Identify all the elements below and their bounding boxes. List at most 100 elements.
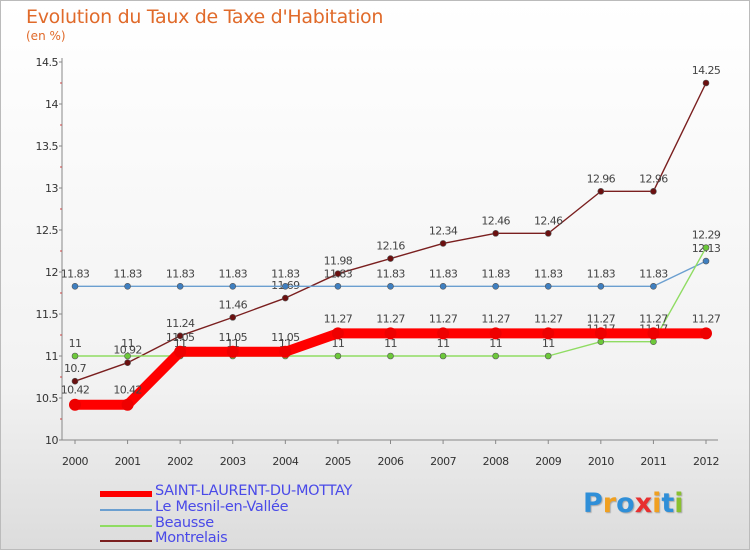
data-label: 11.83 — [429, 267, 458, 280]
y-tick-label: 11 — [45, 350, 58, 363]
legend-swatch — [100, 509, 152, 511]
data-point — [124, 282, 131, 290]
data-label: 11.27 — [534, 312, 563, 325]
data-point — [387, 352, 394, 360]
data-point — [282, 294, 289, 302]
data-label: 11.05 — [271, 331, 300, 344]
data-label: 11 — [332, 337, 345, 350]
data-point — [384, 327, 397, 340]
data-label: 11.83 — [376, 267, 405, 280]
chart-title: Evolution du Taux de Taxe d'Habitation — [26, 6, 384, 28]
data-point — [544, 282, 552, 290]
data-label: 11.83 — [587, 267, 616, 280]
y-tick-label: 10 — [45, 434, 58, 447]
legend-label: Montrelais — [155, 530, 228, 546]
data-label: 11.83 — [61, 267, 90, 280]
data-point — [71, 282, 79, 290]
data-point — [702, 79, 710, 87]
data-point — [334, 352, 342, 360]
data-point — [647, 327, 660, 340]
data-label: 11 — [542, 337, 555, 350]
data-label: 11.83 — [534, 267, 563, 280]
x-tick-label: 2004 — [272, 455, 298, 468]
data-point — [542, 327, 555, 340]
data-point — [439, 352, 447, 360]
data-point — [544, 352, 552, 360]
legend-swatch — [100, 491, 152, 497]
data-point — [597, 338, 605, 346]
x-tick-label: 2006 — [378, 455, 404, 468]
data-label: 11.83 — [324, 267, 353, 280]
data-label: 11.46 — [219, 298, 248, 311]
data-point — [702, 257, 710, 265]
data-point — [594, 327, 607, 340]
data-point — [226, 345, 239, 358]
data-point — [334, 282, 342, 290]
x-tick-label: 2010 — [588, 455, 614, 468]
data-label: 10.92 — [113, 344, 142, 357]
data-point — [650, 188, 657, 195]
data-label: 11.27 — [587, 312, 616, 325]
data-point — [650, 282, 657, 290]
data-point — [282, 282, 289, 290]
data-label: 11 — [437, 337, 450, 350]
data-point — [124, 352, 131, 360]
data-point — [334, 270, 342, 277]
data-point — [69, 398, 81, 411]
data-label: 11.24 — [166, 317, 195, 330]
data-label: 11 — [384, 337, 397, 350]
data-label: 11 — [489, 337, 502, 350]
data-point — [650, 338, 657, 346]
data-label: 11.83 — [481, 267, 510, 280]
data-point — [124, 359, 131, 367]
y-tick-label: 13 — [45, 182, 58, 195]
y-tick-label: 13.5 — [36, 140, 59, 153]
data-point — [700, 327, 712, 340]
data-label: 12.16 — [376, 240, 405, 253]
legend-label: Beausse — [155, 515, 214, 531]
data-label: 11.05 — [166, 331, 195, 344]
legend-swatch — [100, 525, 152, 527]
data-label: 12.46 — [534, 214, 563, 227]
data-point — [492, 230, 499, 237]
proxiti-logo: Proxiti — [583, 488, 684, 519]
x-tick-label: 2005 — [325, 455, 351, 468]
data-label: 11.27 — [692, 312, 721, 325]
data-label: 11.83 — [219, 267, 248, 280]
x-tick-label: 2002 — [167, 455, 193, 468]
data-label: 10.42 — [61, 384, 90, 397]
data-point — [544, 230, 552, 237]
data-point — [229, 282, 237, 290]
data-label: 11.83 — [639, 267, 668, 280]
data-label: 10.42 — [113, 384, 142, 397]
x-tick-label: 2007 — [430, 455, 456, 468]
data-point — [597, 282, 605, 290]
data-point — [437, 327, 450, 340]
data-label: 11.27 — [481, 312, 510, 325]
data-point — [71, 352, 79, 360]
legend-label: SAINT-LAURENT-DU-MOTTAY — [155, 483, 353, 499]
data-label: 11.83 — [271, 267, 300, 280]
data-label: 11.05 — [219, 331, 248, 344]
data-point — [331, 327, 344, 340]
data-point — [279, 345, 292, 358]
data-point — [492, 282, 499, 290]
y-tick-label: 10.5 — [36, 392, 59, 405]
data-point — [702, 244, 710, 251]
data-label: 12.34 — [429, 224, 458, 237]
data-point — [597, 188, 605, 195]
y-tick-label: 14 — [45, 98, 58, 111]
data-label: 12.29 — [692, 229, 721, 242]
data-label: 11 — [121, 337, 134, 350]
data-point — [492, 352, 499, 360]
data-point — [176, 332, 184, 340]
y-tick-label: 12 — [45, 266, 58, 279]
data-label: 11.27 — [429, 312, 458, 325]
data-point — [71, 377, 79, 385]
data-label: 11.98 — [324, 255, 353, 268]
x-tick-label: 2012 — [693, 455, 719, 468]
data-label: 11.83 — [113, 267, 142, 280]
x-tick-label: 2011 — [640, 455, 666, 468]
